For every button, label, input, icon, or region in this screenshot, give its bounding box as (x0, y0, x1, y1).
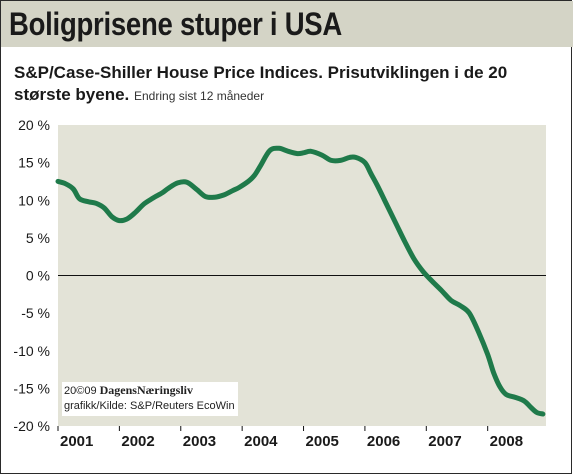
y-tick-label: -5 % (21, 305, 50, 321)
copyright: 20©09 (64, 385, 97, 397)
y-tick-label: -10 % (13, 343, 50, 359)
x-tick-label: 2004 (244, 433, 278, 450)
series-line (55, 145, 546, 417)
brand-logo: DagensNæringsliv (99, 383, 193, 397)
y-tick-label: 5 % (26, 230, 50, 246)
y-tick-label: -20 % (13, 418, 50, 434)
y-axis: 20 % 15 % 10 % 5 % 0 % -5 % -10 % -15 % -20 % (13, 117, 50, 434)
x-tick-label: 2006 (367, 433, 400, 450)
x-tick-label: 2002 (121, 433, 154, 450)
y-tick-label: -15 % (13, 380, 50, 396)
x-tick-label: 2005 (306, 433, 339, 450)
x-tick-label: 2001 (60, 433, 93, 450)
y-tick-label: 0 % (26, 268, 50, 284)
chart-subtitle: S&P/Case-Shiller House Price Indices. Pr… (14, 62, 554, 107)
source-credit: grafikk/Kilde: S&P/Reuters EcoWin (64, 400, 235, 412)
subtitle-main: S&P/Case-Shiller House Price Indices. Pr… (14, 63, 508, 104)
headline: Boligprisene stuper i USA (9, 6, 343, 42)
credit-box: 20©09 DagensNæringsliv grafikk/Kilde: S&… (62, 382, 238, 416)
x-tick-label: 2003 (183, 433, 216, 450)
headline-bar: Boligprisene stuper i USA (1, 1, 573, 47)
y-tick-label: 20 % (18, 117, 50, 133)
x-tick-label: 2008 (490, 433, 523, 450)
x-tick-label: 2007 (428, 433, 461, 450)
y-tick-label: 10 % (18, 192, 50, 208)
y-tick-label: 15 % (18, 155, 50, 171)
x-axis: 2001 2002 2003 2004 2005 2006 2007 2008 (57, 426, 523, 450)
subtitle-note: Endring sist 12 måneder (134, 89, 265, 103)
